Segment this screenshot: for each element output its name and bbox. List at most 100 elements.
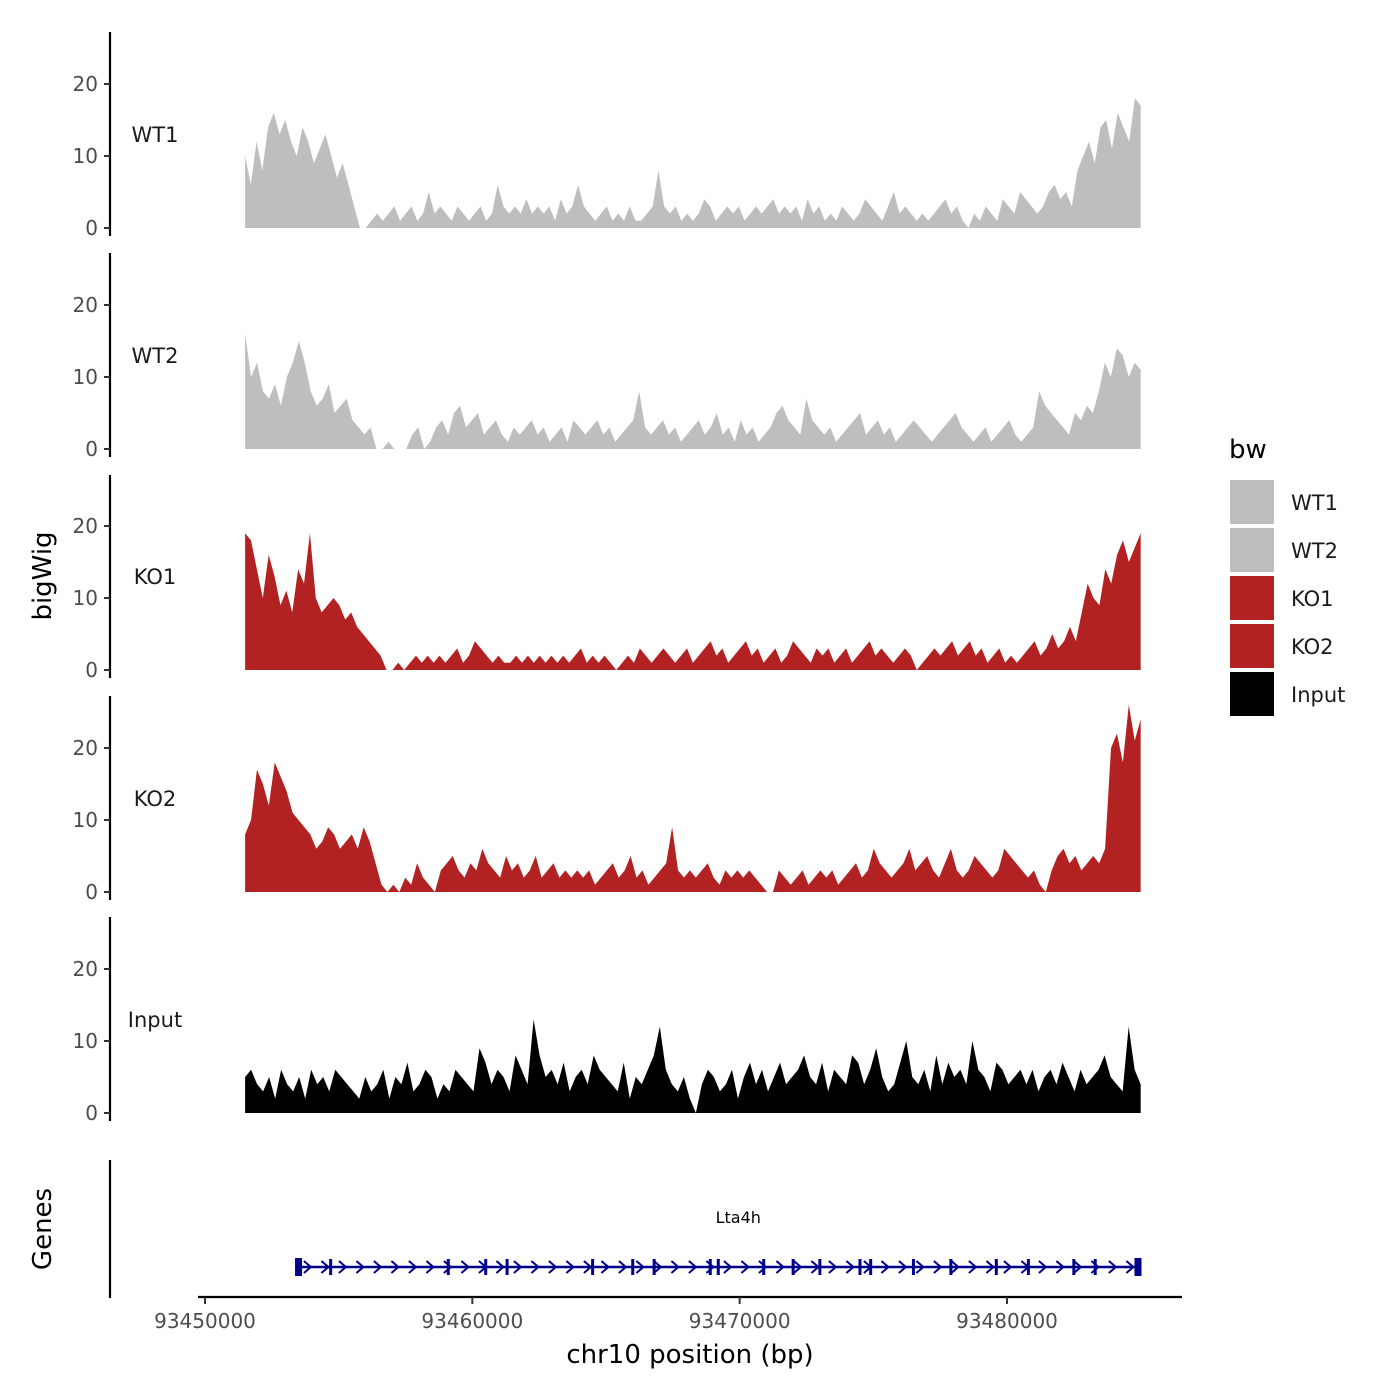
strand-arrow [460, 1260, 470, 1274]
legend-label: WT1 [1291, 491, 1338, 515]
exon [994, 1259, 998, 1275]
track-label: KO1 [134, 565, 177, 589]
exon [716, 1259, 720, 1275]
x-axis-title: chr10 position (bp) [566, 1340, 813, 1370]
coverage-area-input [245, 1019, 1141, 1113]
exon [591, 1259, 595, 1275]
genes-layer: Lta4h [108, 1160, 1142, 1298]
x-axis: 93450000 93460000 93470000 93480000 [154, 1295, 1182, 1333]
y-tick-label: 20 [73, 736, 98, 760]
coverage-area-wt1 [245, 98, 1141, 229]
strand-arrow [548, 1260, 558, 1274]
strand-arrow [775, 1260, 785, 1274]
y-tick-label: 20 [73, 957, 98, 981]
exon [446, 1259, 450, 1275]
exon [1134, 1258, 1142, 1276]
y-tick-label: 10 [73, 365, 98, 389]
strand-arrow [495, 1260, 505, 1274]
x-tick-label: 93480000 [956, 1309, 1058, 1333]
exon [858, 1259, 862, 1275]
exon [1093, 1259, 1097, 1275]
strand-arrow [425, 1260, 435, 1274]
y-tick-label: 0 [85, 216, 98, 240]
tracks-layer: 0 10 20 WT1 0 10 20 WT2 0 10 20 KO1 0 10 20 KO2 0 10 20 Inp… [73, 32, 1141, 1125]
strand-arrow [390, 1260, 400, 1274]
exon [652, 1259, 656, 1275]
y-tick-label: 10 [73, 144, 98, 168]
exon [505, 1259, 509, 1275]
strand-arrow [670, 1260, 680, 1274]
y-tick-label: 10 [73, 808, 98, 832]
x-tick-label: 93470000 [689, 1309, 791, 1333]
exon [791, 1259, 795, 1275]
exon [708, 1259, 712, 1275]
exon [818, 1259, 822, 1275]
strand-arrow [985, 1260, 995, 1274]
gene-name-label: Lta4h [716, 1208, 761, 1227]
strand-arrow [740, 1260, 750, 1274]
exon [1072, 1259, 1076, 1275]
strand-arrow [303, 1260, 313, 1274]
coverage-area-wt2 [245, 333, 1141, 449]
y-tick-label: 0 [85, 880, 98, 904]
strand-arrow [950, 1260, 960, 1274]
strand-arrow [583, 1260, 593, 1274]
legend-swatch-input [1230, 672, 1274, 716]
y-tick-label: 0 [85, 1101, 98, 1125]
x-tick-label: 93450000 [154, 1309, 256, 1333]
strand-arrow [933, 1260, 943, 1274]
strand-arrow [845, 1260, 855, 1274]
strand-arrow [1125, 1260, 1135, 1274]
legend-swatch-wt1 [1230, 480, 1274, 524]
track-label: KO2 [134, 787, 177, 811]
strand-arrow [513, 1260, 523, 1274]
strand-arrow [898, 1260, 908, 1274]
legend: bw WT1 WT2 KO1 KO2 Input [1229, 435, 1345, 716]
legend-swatch-ko2 [1230, 624, 1274, 668]
genes-axis-title: Genes [28, 1188, 58, 1270]
strand-arrow [1073, 1260, 1083, 1274]
strand-arrow [320, 1260, 330, 1274]
y-tick-label: 20 [73, 514, 98, 538]
x-tick-label: 93460000 [421, 1309, 523, 1333]
strand-arrow [1003, 1260, 1013, 1274]
strand-arrow [968, 1260, 978, 1274]
strand-arrow [705, 1260, 715, 1274]
strand-arrow [408, 1260, 418, 1274]
track-ko2: 0 10 20 KO2 [73, 696, 1141, 904]
track-input: 0 10 20 Input [73, 917, 1141, 1125]
exon [949, 1259, 953, 1275]
exon [869, 1259, 873, 1275]
strand-arrow [828, 1260, 838, 1274]
exon [295, 1258, 303, 1276]
strand-arrow [373, 1260, 383, 1274]
track-wt2: 0 10 20 WT2 [73, 253, 1141, 461]
strand-arrow [793, 1260, 803, 1274]
legend-label: WT2 [1291, 539, 1338, 563]
exon [762, 1259, 766, 1275]
legend-label: Input [1291, 683, 1345, 707]
strand-arrow [653, 1260, 663, 1274]
track-label: WT2 [132, 344, 179, 368]
exon [329, 1259, 333, 1275]
y-tick-label: 10 [73, 586, 98, 610]
exon [484, 1259, 488, 1275]
track-label: Input [128, 1008, 182, 1032]
track-ko1: 0 10 20 KO1 [73, 475, 1141, 682]
strand-arrow [530, 1260, 540, 1274]
strand-arrow [565, 1260, 575, 1274]
legend-label: KO1 [1291, 587, 1334, 611]
strand-arrow [723, 1260, 733, 1274]
strand-arrow [758, 1260, 768, 1274]
legend-swatch-ko1 [1230, 576, 1274, 620]
y-tick-label: 20 [73, 72, 98, 96]
strand-arrow [880, 1260, 890, 1274]
y-tick-label: 0 [85, 437, 98, 461]
strand-arrow [600, 1260, 610, 1274]
strand-arrow [443, 1260, 453, 1274]
exon [911, 1259, 915, 1275]
track-wt1: 0 10 20 WT1 [73, 32, 1141, 240]
strand-arrow [635, 1260, 645, 1274]
legend-label: KO2 [1291, 635, 1334, 659]
